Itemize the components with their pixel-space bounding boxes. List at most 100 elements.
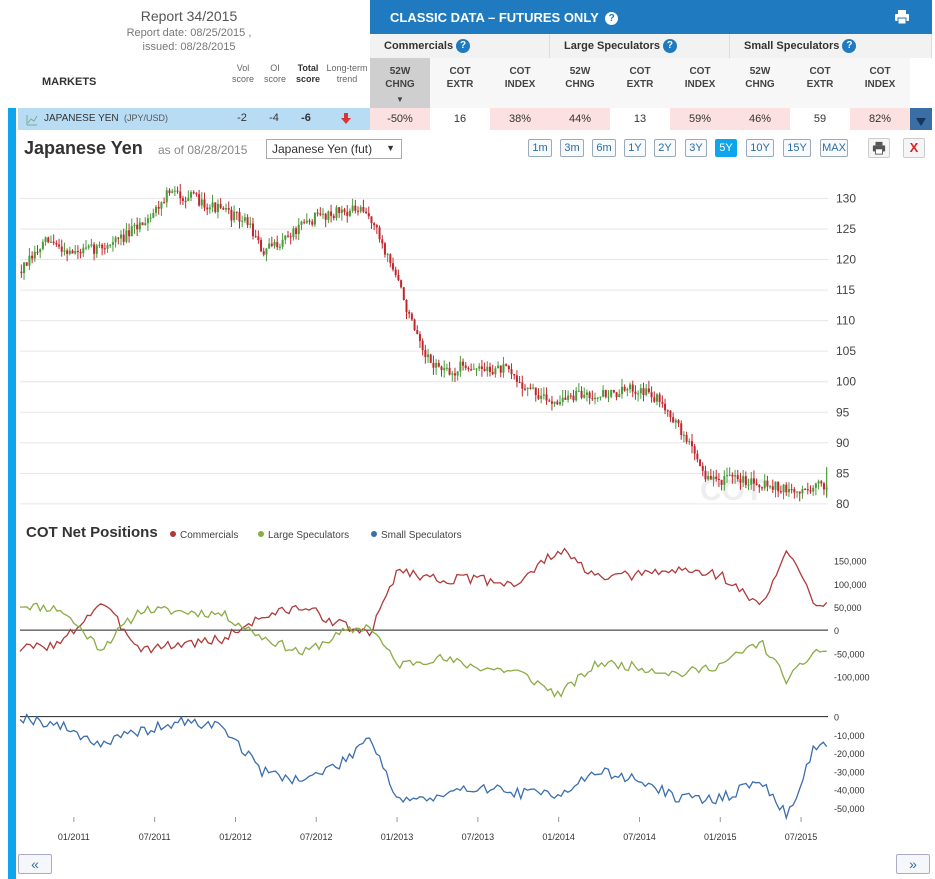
price-candle — [588, 390, 591, 405]
price-candle — [149, 213, 152, 223]
price-candle — [701, 462, 704, 477]
vol-score-header[interactable]: Vol score — [228, 63, 258, 85]
scroll-left-button[interactable]: « — [18, 854, 52, 874]
x-tick-label: 07/2011 — [139, 832, 171, 842]
row-value-0: -50% — [370, 108, 430, 130]
legend-small-speculators[interactable]: Small Speculators — [371, 530, 462, 541]
column-header-7[interactable]: COT EXTR — [790, 58, 850, 108]
column-header-3[interactable]: 52W CHNG — [550, 58, 610, 108]
sort-desc-icon: ▼ — [396, 95, 404, 104]
price-candle — [782, 483, 785, 500]
price-candle — [362, 199, 365, 214]
price-candle — [20, 264, 23, 278]
range-button-5Y[interactable]: 5Y — [715, 139, 737, 157]
column-header-4[interactable]: COT EXTR — [610, 58, 670, 108]
range-button-1Y[interactable]: 1Y — [624, 139, 646, 157]
price-candle — [133, 222, 136, 234]
column-header-8[interactable]: COT INDEX — [850, 58, 910, 108]
price-candle — [502, 356, 505, 378]
small-spec-y-tick-label: -40,000 — [834, 786, 865, 796]
price-candle — [717, 473, 720, 488]
price-candle — [39, 248, 42, 259]
price-candle — [303, 218, 306, 225]
price-candle — [136, 217, 139, 237]
help-icon[interactable]: ? — [605, 12, 619, 25]
scroll-right-button[interactable]: » — [896, 854, 930, 874]
price-candle — [243, 213, 246, 223]
price-candle — [631, 380, 634, 398]
price-candle — [200, 192, 203, 209]
total-score-header[interactable]: Total score — [290, 63, 326, 85]
column-header-5[interactable]: COT INDEX — [670, 58, 730, 108]
price-candle — [693, 443, 696, 461]
price-candle — [752, 470, 755, 492]
price-candle — [661, 395, 664, 408]
small-spec-y-tick-label: -30,000 — [834, 767, 865, 777]
small-spec-y-tick-label: 0 — [834, 713, 839, 723]
range-button-1m[interactable]: 1m — [528, 139, 552, 157]
oi-score-header-line1: OI — [270, 63, 280, 73]
column-header-line: COT — [509, 66, 531, 77]
legend-large-speculators[interactable]: Large Speculators — [258, 530, 349, 541]
price-candle — [796, 491, 799, 498]
price-candle — [669, 410, 672, 423]
price-candle — [354, 199, 357, 214]
price-candle — [416, 325, 419, 335]
close-button[interactable]: X — [903, 138, 925, 158]
price-candle — [472, 363, 475, 370]
help-icon[interactable]: ? — [662, 39, 677, 53]
price-candle — [359, 205, 362, 214]
price-candle — [545, 387, 548, 405]
range-button-3m[interactable]: 3m — [560, 139, 584, 157]
help-icon[interactable]: ? — [842, 39, 857, 53]
price-candle — [71, 249, 74, 254]
price-candle — [292, 225, 295, 241]
legend-large-speculators-label: Large Speculators — [268, 530, 350, 541]
price-candle — [227, 201, 230, 215]
column-header-2[interactable]: COT INDEX — [490, 58, 550, 108]
cot-y-tick-label: 100,000 — [834, 580, 867, 590]
range-button-MAX[interactable]: MAX — [820, 139, 848, 157]
oi-score-header[interactable]: OI score — [260, 63, 290, 85]
price-candle — [607, 390, 610, 403]
range-button-2Y[interactable]: 2Y — [654, 139, 676, 157]
printer-icon — [872, 141, 886, 158]
market-select[interactable]: Japanese Yen (fut) ▼ — [266, 139, 402, 159]
price-candle — [634, 385, 637, 400]
price-candle — [534, 387, 537, 402]
price-candle — [319, 207, 322, 217]
x-tick-label: 07/2012 — [300, 832, 333, 842]
price-candle — [93, 242, 96, 261]
price-candle — [58, 238, 61, 250]
double-chevron-right-icon: » — [909, 856, 917, 872]
range-button-3Y[interactable]: 3Y — [685, 139, 707, 157]
price-candle — [270, 236, 273, 248]
price-candle — [521, 375, 524, 397]
column-header-line: COT — [629, 66, 651, 77]
trend-header[interactable]: Long-term trend — [324, 63, 370, 85]
cot-chart[interactable]: 150,000 100,000 50,000 0 -50,000 -100,000 0 -10… — [16, 545, 935, 850]
market-row[interactable]: JAPANESE YEN (JPY/USD) -2 -4 -6 — [18, 108, 370, 130]
print-button[interactable] — [868, 138, 890, 158]
price-candle — [408, 309, 411, 319]
printer-icon[interactable] — [894, 9, 910, 28]
row-expand-button[interactable] — [910, 108, 932, 130]
column-header-6[interactable]: 52W CHNG — [730, 58, 790, 108]
price-candle — [25, 262, 28, 267]
price-candle — [610, 389, 613, 399]
price-candle — [777, 481, 780, 498]
price-candle — [440, 365, 443, 377]
price-candle — [615, 391, 618, 401]
price-candle — [540, 387, 543, 404]
column-header-1[interactable]: COT EXTR — [430, 58, 490, 108]
range-button-10Y[interactable]: 10Y — [746, 139, 774, 157]
price-candle — [599, 396, 602, 401]
column-header-0[interactable]: 52W CHNG ▼ — [370, 58, 430, 108]
range-button-6m[interactable]: 6m — [592, 139, 616, 157]
help-icon[interactable]: ? — [456, 39, 471, 53]
vol-score-header-line1: Vol — [236, 63, 250, 73]
range-button-15Y[interactable]: 15Y — [783, 139, 811, 157]
legend-commercials[interactable]: Commercials — [170, 530, 238, 541]
price-candle — [130, 218, 133, 237]
